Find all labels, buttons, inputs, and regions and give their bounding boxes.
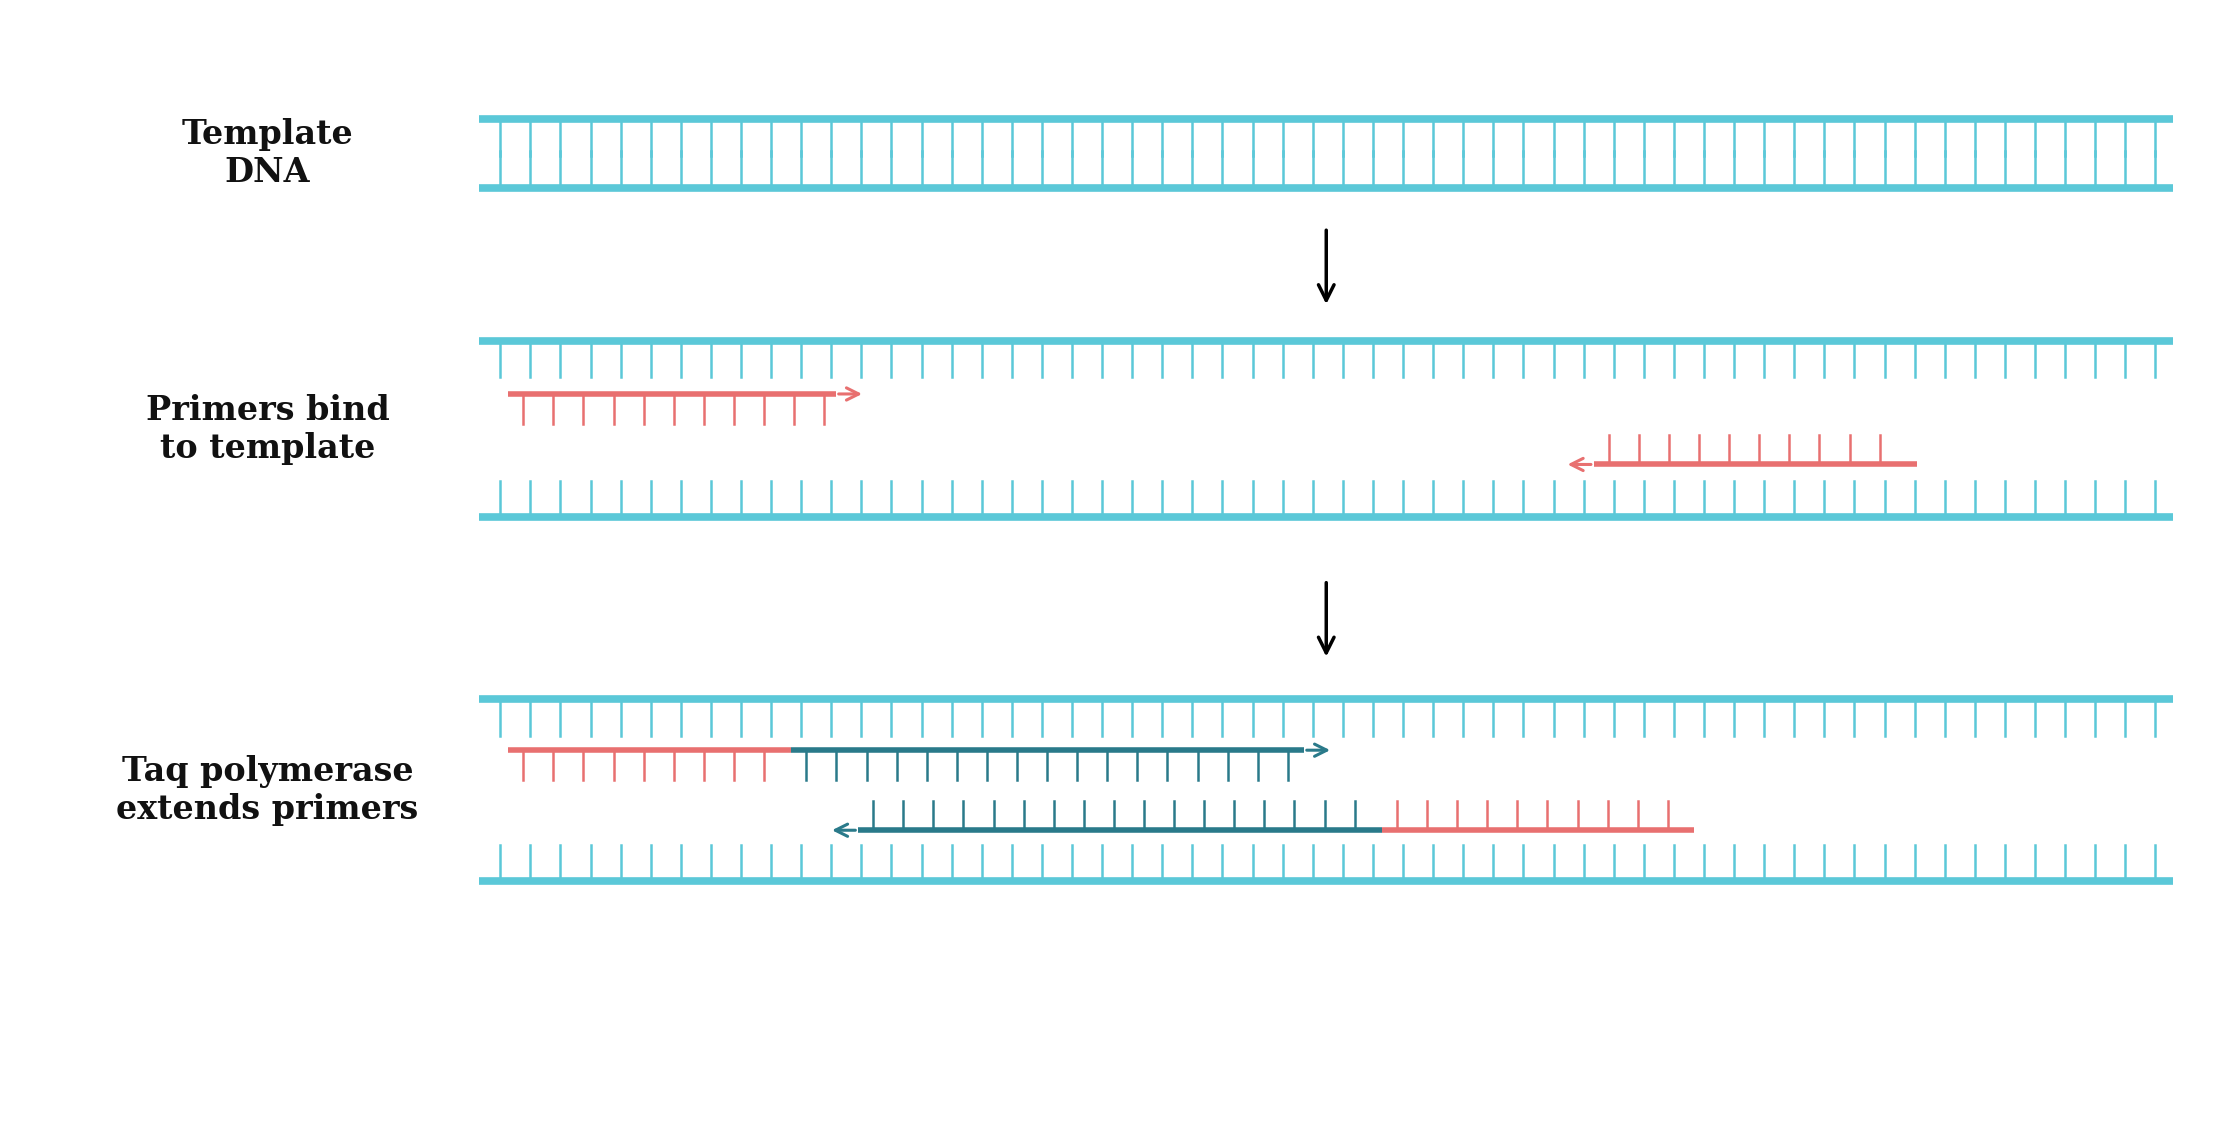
Text: Primers bind
to template: Primers bind to template xyxy=(145,393,390,465)
Text: Taq polymerase
extends primers: Taq polymerase extends primers xyxy=(116,755,419,825)
Text: Template
DNA: Template DNA xyxy=(181,118,354,189)
